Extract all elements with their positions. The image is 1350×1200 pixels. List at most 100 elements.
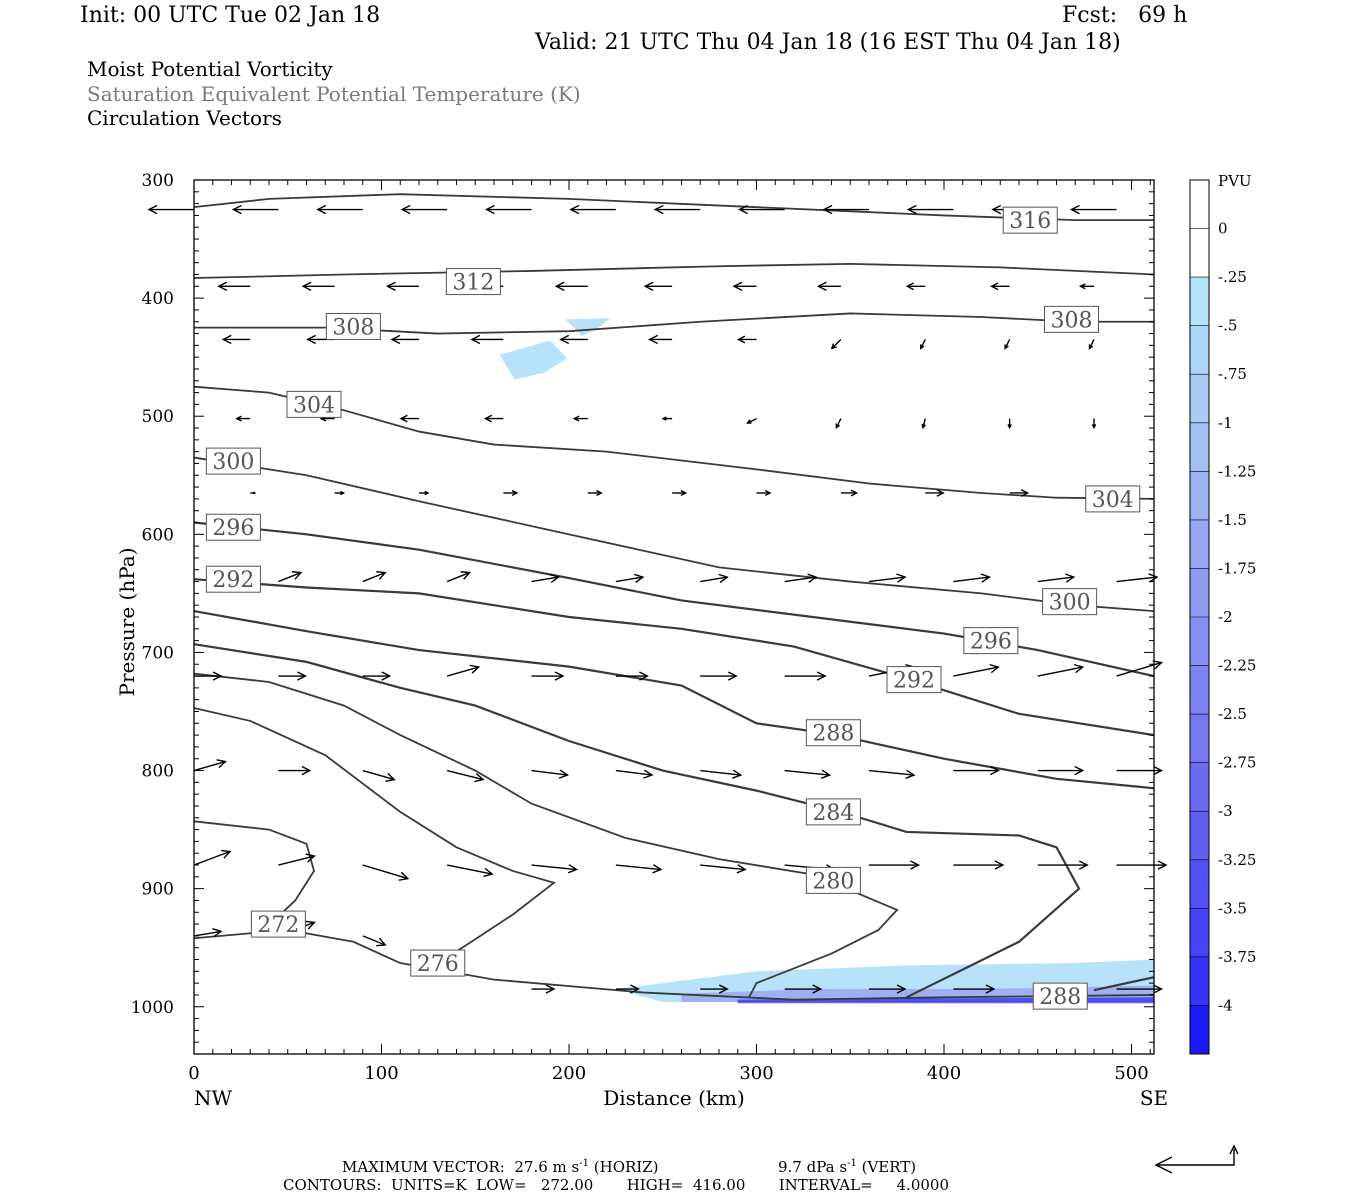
reference-vector-line <box>1156 1149 1235 1166</box>
vector-arrow <box>1037 573 1076 583</box>
vector-arrow <box>569 204 616 215</box>
vector-arrow <box>362 769 396 782</box>
vector-arrow <box>531 769 570 779</box>
contour-288 <box>193 610 1155 790</box>
vector-arrow <box>1088 339 1095 350</box>
colorbar-segment <box>1190 180 1209 230</box>
vector-arrow <box>953 860 1005 870</box>
vector-head <box>661 416 667 421</box>
vector-arrow <box>559 334 588 345</box>
vector-shaft <box>700 864 746 871</box>
contour-288_5 <box>1093 976 1155 992</box>
colorbar-label: -.75 <box>1218 365 1247 383</box>
vector-head <box>596 489 603 497</box>
vector-arrow <box>419 490 430 496</box>
vector-head <box>483 414 493 423</box>
vector-head <box>732 281 743 292</box>
vector-arrow <box>531 573 561 583</box>
vector-arrow <box>1037 860 1089 870</box>
contour-label-296-b: 296 <box>970 630 1012 655</box>
colorbar-segment <box>1190 859 1209 909</box>
vector-arrow <box>362 571 387 583</box>
colorbar-label: -2 <box>1218 608 1233 626</box>
vector-shaft <box>278 571 302 583</box>
horiz-tag: (HORIZ) <box>593 1158 659 1176</box>
y-axis-title: Pressure (hPa) <box>115 548 139 697</box>
vector-head <box>1157 860 1168 870</box>
vector-arrow <box>784 671 827 681</box>
vector-arrow <box>390 334 419 345</box>
vector-arrow <box>278 853 316 866</box>
pv-shade-1 <box>565 318 611 336</box>
vector-head <box>460 571 472 580</box>
vector-arrow <box>446 664 481 677</box>
contour-label-296-b-box <box>963 627 1019 655</box>
vector-arrow <box>905 282 926 291</box>
vector-shaft <box>193 850 231 866</box>
vector-head <box>736 335 746 344</box>
vector-head <box>305 853 316 863</box>
vector-head <box>301 281 312 292</box>
vector-arrow <box>615 984 640 994</box>
contour-label-296: 296 <box>212 516 254 541</box>
vector-arrow <box>648 334 673 345</box>
pv-colorbar: PVU 0 -.25 -.5 -.75 -1 -1.25 -1.5 -1.75 -2 -2.25 -2… <box>1189 172 1256 1055</box>
vector-arrow <box>906 204 954 215</box>
vector-shaft <box>920 339 926 349</box>
vector-shaft <box>446 666 479 677</box>
vector-head <box>316 204 327 215</box>
vector-shaft <box>1004 339 1011 349</box>
vector-head <box>643 769 654 779</box>
colorbar-segment <box>1190 1005 1209 1055</box>
vector-arrow <box>784 769 832 779</box>
colorbar-segment <box>1190 956 1209 1006</box>
vector-arrow <box>278 571 303 583</box>
horiz-value: 27.6 m s <box>514 1158 580 1176</box>
contour-label-276-box <box>410 949 466 977</box>
vector-shaft <box>1116 576 1158 583</box>
vert-tag: (VERT) <box>861 1158 917 1176</box>
vector-arrow <box>868 573 907 583</box>
vector-head <box>554 671 565 681</box>
x-tick-label: 100 <box>364 1063 398 1084</box>
colorbar-label: -1.25 <box>1218 462 1256 480</box>
vector-arrow <box>193 849 232 866</box>
vector-arrow <box>446 769 485 783</box>
vector-head <box>732 769 743 779</box>
x-axis-title: Distance (km) <box>603 1086 745 1110</box>
colorbar-label: -3.5 <box>1218 899 1247 917</box>
colorbar-segment <box>1190 228 1209 278</box>
vector-head <box>906 204 917 215</box>
contour-label-280-box <box>805 866 861 894</box>
vector-head <box>639 671 649 681</box>
contour-label-300-b: 300 <box>1049 591 1091 616</box>
contour-label-304-box <box>286 390 342 418</box>
vector-head <box>1073 663 1085 674</box>
vector-head <box>398 871 410 881</box>
vector-shaft <box>835 418 842 428</box>
vector-shaft <box>922 418 926 428</box>
vector-arrow <box>615 864 663 874</box>
contour-label-312-box <box>445 268 501 296</box>
x-tick-label: 300 <box>739 1063 773 1084</box>
vector-arrow <box>362 671 392 681</box>
vector-head <box>385 281 396 292</box>
vector-shaft <box>193 930 222 937</box>
reference-vector-head-left <box>1154 1156 1173 1174</box>
vector-head <box>545 984 556 994</box>
vector-arrow <box>700 864 747 874</box>
pv-shading <box>499 318 1154 1004</box>
vector-head <box>469 664 481 674</box>
vector-shaft <box>362 864 408 880</box>
vector-arrow <box>385 281 419 292</box>
colorbar-label: -.25 <box>1218 268 1247 286</box>
vector-arrow <box>784 573 818 583</box>
contour-272 <box>193 820 315 919</box>
vector-head <box>567 864 579 874</box>
vector-arrow <box>147 204 194 215</box>
vector-arrow <box>615 573 645 583</box>
contour-label-276: 276 <box>417 952 459 977</box>
vector-arrow <box>1007 418 1012 430</box>
pv-shade-0 <box>499 340 568 380</box>
vector-head <box>746 419 752 424</box>
